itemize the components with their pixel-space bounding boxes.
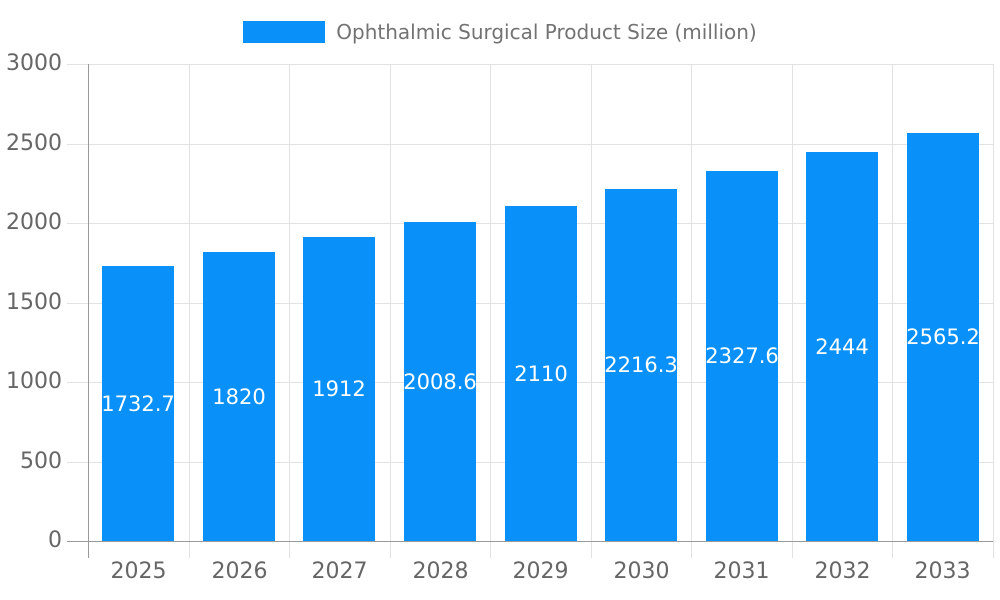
x-axis-tick-label: 2025 bbox=[110, 559, 167, 584]
bar-2031[interactable]: 2327.6 bbox=[705, 171, 779, 541]
bar-value-label: 2216.3 bbox=[604, 353, 678, 377]
bar-value-label: 2327.6 bbox=[705, 344, 779, 368]
gridline-v-7 bbox=[792, 64, 793, 558]
x-axis-tick-label: 2026 bbox=[211, 559, 268, 584]
bar-value-label: 1732.7 bbox=[101, 391, 175, 416]
x-axis-tick-label: 2031 bbox=[713, 559, 770, 584]
gridline-v-5 bbox=[591, 64, 592, 558]
legend-swatch bbox=[243, 21, 326, 43]
bar-value-label: 1820 bbox=[212, 384, 266, 409]
y-axis-tick-label: 0 bbox=[48, 528, 62, 553]
gridline-v-2 bbox=[289, 64, 290, 558]
y-axis-tick-label: 1500 bbox=[6, 290, 62, 315]
bar-2028[interactable]: 2008.6 bbox=[403, 222, 477, 541]
y-axis-line bbox=[88, 64, 89, 558]
y-axis-tick-label: 3000 bbox=[6, 51, 62, 76]
x-axis-tick-label: 2029 bbox=[512, 559, 569, 584]
bar-2026[interactable]: 1820 bbox=[203, 252, 275, 541]
x-axis-tick-label: 2030 bbox=[613, 559, 670, 584]
gridline-v-8 bbox=[892, 64, 893, 558]
x-axis-tick-label: 2033 bbox=[914, 559, 971, 584]
gridline-v-4 bbox=[490, 64, 491, 558]
y-axis-tick-label: 2000 bbox=[6, 210, 62, 235]
x-axis-tick-label: 2028 bbox=[412, 559, 469, 584]
bar-2033[interactable]: 2565.2 bbox=[906, 133, 980, 541]
bar-value-label: 1912 bbox=[312, 377, 366, 401]
y-axis-tick-label: 2500 bbox=[6, 131, 62, 156]
y-axis-tick-label: 1000 bbox=[6, 369, 62, 394]
gridline-h-2500 bbox=[67, 144, 993, 145]
x-axis-tick-label: 2027 bbox=[311, 559, 368, 584]
bar-value-label: 2008.6 bbox=[403, 369, 477, 394]
gridline-v-1 bbox=[189, 64, 190, 558]
bar-value-label: 2444 bbox=[815, 334, 869, 359]
x-axis-tick-label: 2032 bbox=[814, 559, 871, 584]
legend-item[interactable]: Ophthalmic Surgical Product Size (millio… bbox=[0, 20, 1000, 44]
gridline-v-9 bbox=[993, 64, 994, 558]
bar-2025[interactable]: 1732.7 bbox=[101, 266, 175, 541]
gridline-h-3000 bbox=[67, 64, 993, 65]
gridline-v-3 bbox=[390, 64, 391, 558]
y-axis-tick-label: 500 bbox=[20, 449, 62, 474]
bar-value-label: 2110 bbox=[514, 361, 568, 386]
gridline-v-6 bbox=[691, 64, 692, 558]
bar-2027[interactable]: 1912 bbox=[303, 237, 375, 541]
legend-label: Ophthalmic Surgical Product Size (millio… bbox=[336, 20, 757, 44]
bar-2030[interactable]: 2216.3 bbox=[604, 189, 678, 541]
bar-2029[interactable]: 2110 bbox=[505, 206, 577, 541]
bar-2032[interactable]: 2444 bbox=[806, 152, 878, 541]
bar-value-label: 2565.2 bbox=[906, 325, 980, 349]
x-axis-line bbox=[67, 541, 993, 542]
